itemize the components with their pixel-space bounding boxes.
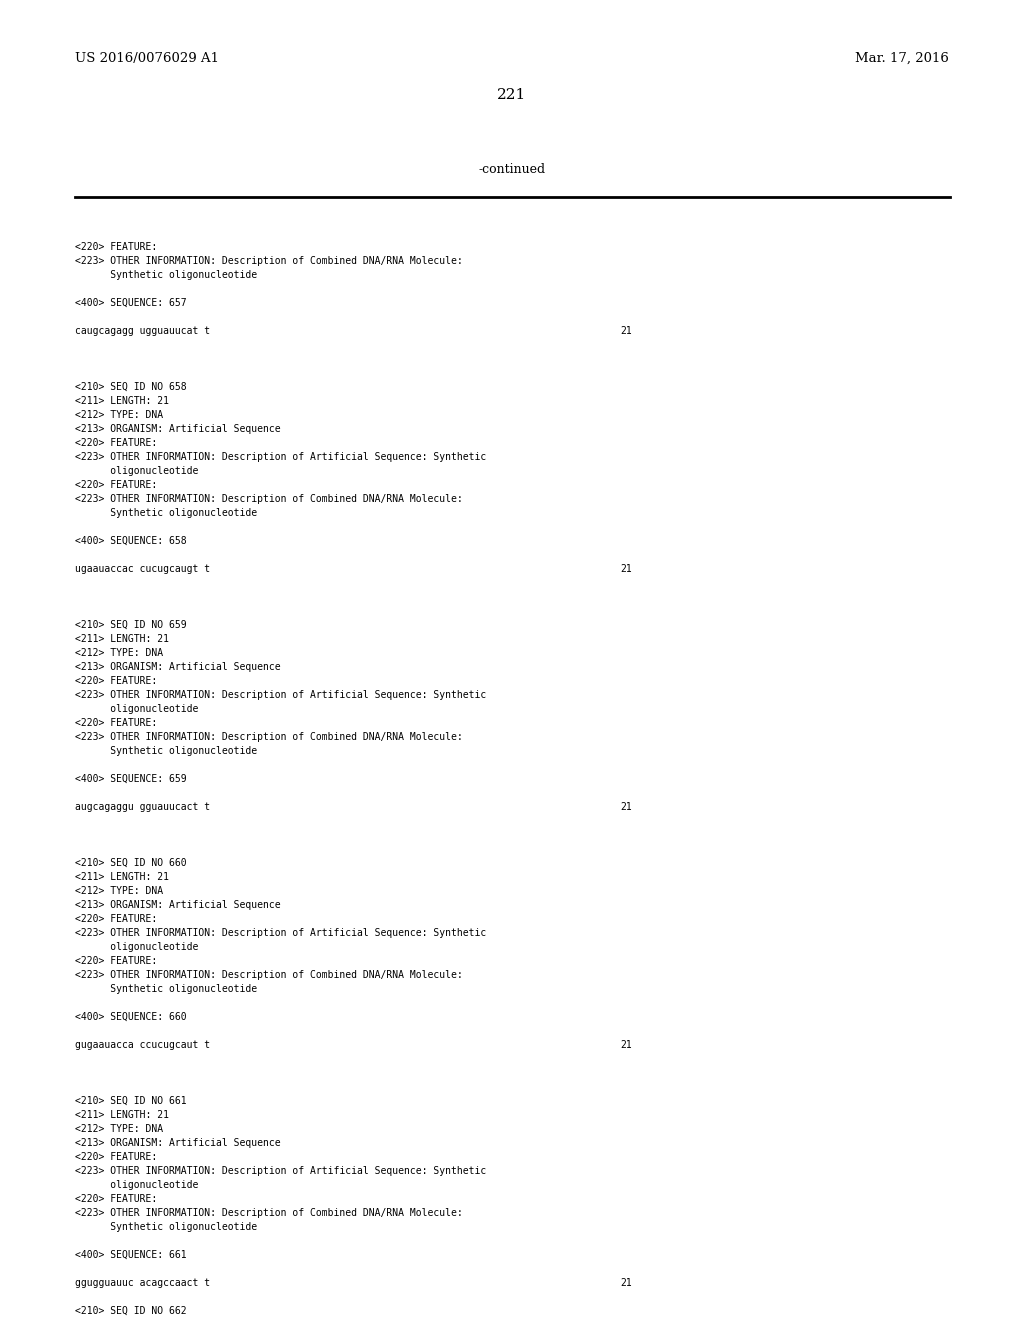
Text: <400> SEQUENCE: 661: <400> SEQUENCE: 661: [75, 1250, 186, 1261]
Text: <213> ORGANISM: Artificial Sequence: <213> ORGANISM: Artificial Sequence: [75, 424, 281, 434]
Text: <211> LENGTH: 21: <211> LENGTH: 21: [75, 396, 169, 407]
Text: <212> TYPE: DNA: <212> TYPE: DNA: [75, 1125, 163, 1134]
Text: <220> FEATURE:: <220> FEATURE:: [75, 1195, 158, 1204]
Text: <212> TYPE: DNA: <212> TYPE: DNA: [75, 648, 163, 657]
Text: <223> OTHER INFORMATION: Description of Combined DNA/RNA Molecule:: <223> OTHER INFORMATION: Description of …: [75, 256, 463, 267]
Text: <223> OTHER INFORMATION: Description of Artificial Sequence: Synthetic: <223> OTHER INFORMATION: Description of …: [75, 1166, 486, 1176]
Text: <400> SEQUENCE: 660: <400> SEQUENCE: 660: [75, 1012, 186, 1022]
Text: <400> SEQUENCE: 659: <400> SEQUENCE: 659: [75, 774, 186, 784]
Text: <210> SEQ ID NO 662: <210> SEQ ID NO 662: [75, 1305, 186, 1316]
Text: oligonucleotide: oligonucleotide: [75, 942, 199, 952]
Text: 21: 21: [620, 803, 632, 812]
Text: Synthetic oligonucleotide: Synthetic oligonucleotide: [75, 1222, 257, 1232]
Text: <211> LENGTH: 21: <211> LENGTH: 21: [75, 1110, 169, 1119]
Text: <223> OTHER INFORMATION: Description of Combined DNA/RNA Molecule:: <223> OTHER INFORMATION: Description of …: [75, 494, 463, 504]
Text: <211> LENGTH: 21: <211> LENGTH: 21: [75, 634, 169, 644]
Text: <223> OTHER INFORMATION: Description of Artificial Sequence: Synthetic: <223> OTHER INFORMATION: Description of …: [75, 928, 486, 939]
Text: gugaauacca ccucugcaut t: gugaauacca ccucugcaut t: [75, 1040, 210, 1049]
Text: <220> FEATURE:: <220> FEATURE:: [75, 242, 158, 252]
Text: <213> ORGANISM: Artificial Sequence: <213> ORGANISM: Artificial Sequence: [75, 663, 281, 672]
Text: oligonucleotide: oligonucleotide: [75, 466, 199, 477]
Text: oligonucleotide: oligonucleotide: [75, 1180, 199, 1191]
Text: Synthetic oligonucleotide: Synthetic oligonucleotide: [75, 983, 257, 994]
Text: <223> OTHER INFORMATION: Description of Artificial Sequence: Synthetic: <223> OTHER INFORMATION: Description of …: [75, 690, 486, 700]
Text: 21: 21: [620, 1040, 632, 1049]
Text: <210> SEQ ID NO 661: <210> SEQ ID NO 661: [75, 1096, 186, 1106]
Text: 21: 21: [620, 326, 632, 337]
Text: augcagaggu gguauucact t: augcagaggu gguauucact t: [75, 803, 210, 812]
Text: <210> SEQ ID NO 658: <210> SEQ ID NO 658: [75, 381, 186, 392]
Text: <210> SEQ ID NO 659: <210> SEQ ID NO 659: [75, 620, 186, 630]
Text: <223> OTHER INFORMATION: Description of Combined DNA/RNA Molecule:: <223> OTHER INFORMATION: Description of …: [75, 733, 463, 742]
Text: -continued: -continued: [478, 162, 546, 176]
Text: <210> SEQ ID NO 660: <210> SEQ ID NO 660: [75, 858, 186, 869]
Text: <220> FEATURE:: <220> FEATURE:: [75, 676, 158, 686]
Text: <212> TYPE: DNA: <212> TYPE: DNA: [75, 411, 163, 420]
Text: Mar. 17, 2016: Mar. 17, 2016: [855, 51, 949, 65]
Text: <223> OTHER INFORMATION: Description of Combined DNA/RNA Molecule:: <223> OTHER INFORMATION: Description of …: [75, 1208, 463, 1218]
Text: ggugguauuc acagccaact t: ggugguauuc acagccaact t: [75, 1278, 210, 1288]
Text: 21: 21: [620, 1278, 632, 1288]
Text: <220> FEATURE:: <220> FEATURE:: [75, 956, 158, 966]
Text: oligonucleotide: oligonucleotide: [75, 704, 199, 714]
Text: Synthetic oligonucleotide: Synthetic oligonucleotide: [75, 271, 257, 280]
Text: <220> FEATURE:: <220> FEATURE:: [75, 438, 158, 447]
Text: Synthetic oligonucleotide: Synthetic oligonucleotide: [75, 508, 257, 517]
Text: US 2016/0076029 A1: US 2016/0076029 A1: [75, 51, 219, 65]
Text: <220> FEATURE:: <220> FEATURE:: [75, 913, 158, 924]
Text: ugaauaccac cucugcaugt t: ugaauaccac cucugcaugt t: [75, 564, 210, 574]
Text: <220> FEATURE:: <220> FEATURE:: [75, 480, 158, 490]
Text: 221: 221: [498, 88, 526, 102]
Text: <400> SEQUENCE: 658: <400> SEQUENCE: 658: [75, 536, 186, 546]
Text: <211> LENGTH: 21: <211> LENGTH: 21: [75, 873, 169, 882]
Text: <212> TYPE: DNA: <212> TYPE: DNA: [75, 886, 163, 896]
Text: <213> ORGANISM: Artificial Sequence: <213> ORGANISM: Artificial Sequence: [75, 1138, 281, 1148]
Text: Synthetic oligonucleotide: Synthetic oligonucleotide: [75, 746, 257, 756]
Text: <223> OTHER INFORMATION: Description of Artificial Sequence: Synthetic: <223> OTHER INFORMATION: Description of …: [75, 451, 486, 462]
Text: <213> ORGANISM: Artificial Sequence: <213> ORGANISM: Artificial Sequence: [75, 900, 281, 909]
Text: <220> FEATURE:: <220> FEATURE:: [75, 1152, 158, 1162]
Text: <220> FEATURE:: <220> FEATURE:: [75, 718, 158, 729]
Text: <400> SEQUENCE: 657: <400> SEQUENCE: 657: [75, 298, 186, 308]
Text: caugcagagg ugguauucat t: caugcagagg ugguauucat t: [75, 326, 210, 337]
Text: 21: 21: [620, 564, 632, 574]
Text: <223> OTHER INFORMATION: Description of Combined DNA/RNA Molecule:: <223> OTHER INFORMATION: Description of …: [75, 970, 463, 979]
